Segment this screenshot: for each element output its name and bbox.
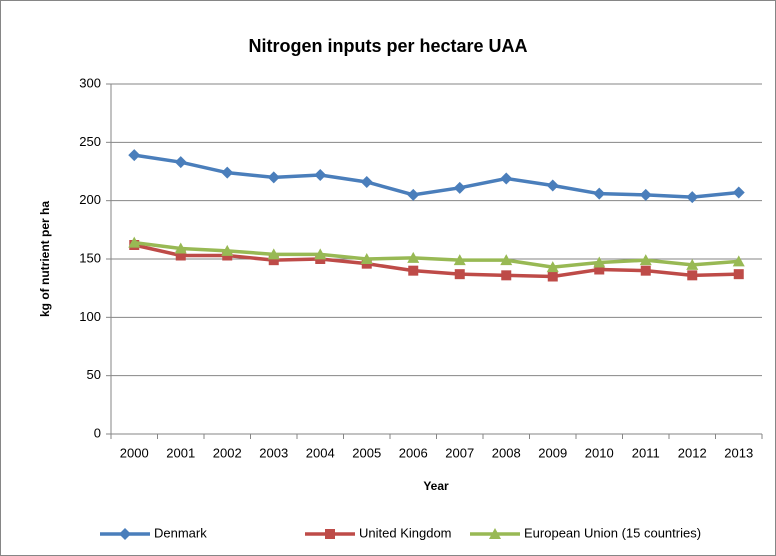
marker xyxy=(640,265,651,276)
x-tick-label: 2008 xyxy=(492,445,521,460)
legend-label: European Union (15 countries) xyxy=(524,525,701,540)
marker xyxy=(454,269,465,280)
x-tick-label: 2001 xyxy=(166,445,195,460)
y-tick-label: 0 xyxy=(94,425,101,440)
marker xyxy=(119,528,131,540)
marker xyxy=(547,271,558,282)
marker xyxy=(453,254,466,266)
y-tick-label: 250 xyxy=(79,134,101,149)
marker xyxy=(501,270,512,281)
x-tick-label: 2007 xyxy=(445,445,474,460)
marker xyxy=(407,251,420,263)
x-tick-label: 2013 xyxy=(724,445,753,460)
marker xyxy=(453,181,466,194)
marker xyxy=(267,171,280,184)
marker xyxy=(732,186,745,199)
marker xyxy=(407,188,420,201)
marker xyxy=(500,172,513,185)
marker xyxy=(360,253,373,264)
x-axis-label: Year xyxy=(423,479,449,493)
legend-label: Denmark xyxy=(154,525,207,540)
series-line xyxy=(133,153,739,199)
marker xyxy=(360,176,373,188)
marker xyxy=(593,187,606,200)
y-tick-label: 200 xyxy=(79,192,101,207)
marker xyxy=(733,269,744,280)
marker xyxy=(489,528,501,539)
marker xyxy=(221,166,234,179)
marker xyxy=(687,270,698,281)
marker xyxy=(128,236,141,248)
x-tick-label: 2010 xyxy=(585,445,614,460)
marker xyxy=(639,254,652,266)
marker xyxy=(593,256,606,268)
series-line xyxy=(134,240,739,269)
marker xyxy=(546,179,559,192)
marker xyxy=(686,258,699,270)
legend-label: United Kingdom xyxy=(359,525,452,540)
marker xyxy=(174,156,187,169)
y-axis-label: kg of nutrient per ha xyxy=(38,201,52,317)
x-tick-label: 2003 xyxy=(259,445,288,460)
y-tick-label: 100 xyxy=(79,309,101,324)
x-tick-label: 2006 xyxy=(399,445,428,460)
x-tick-label: 2004 xyxy=(306,445,335,460)
marker xyxy=(686,191,699,204)
y-tick-label: 300 xyxy=(79,75,101,90)
x-tick-label: 2000 xyxy=(120,445,149,460)
marker xyxy=(174,242,187,254)
marker xyxy=(267,248,280,260)
marker xyxy=(325,529,335,539)
y-tick-label: 150 xyxy=(79,250,101,265)
marker xyxy=(639,188,652,201)
marker xyxy=(268,255,279,266)
marker xyxy=(732,255,745,267)
marker xyxy=(128,149,141,162)
marker xyxy=(175,250,186,261)
x-tick-label: 2002 xyxy=(213,445,242,460)
marker xyxy=(546,261,559,273)
series-line xyxy=(133,243,739,279)
x-tick-label: 2012 xyxy=(678,445,707,460)
marker xyxy=(594,264,605,275)
chart-title: Nitrogen inputs per hectare UAA xyxy=(248,36,527,56)
x-tick-label: 2005 xyxy=(352,445,381,460)
y-tick-label: 50 xyxy=(87,367,101,382)
marker xyxy=(221,244,234,256)
marker xyxy=(500,254,513,266)
marker xyxy=(314,169,327,181)
x-tick-label: 2011 xyxy=(632,445,660,460)
marker xyxy=(314,248,327,260)
marker xyxy=(408,265,419,276)
x-tick-label: 2009 xyxy=(538,445,567,460)
